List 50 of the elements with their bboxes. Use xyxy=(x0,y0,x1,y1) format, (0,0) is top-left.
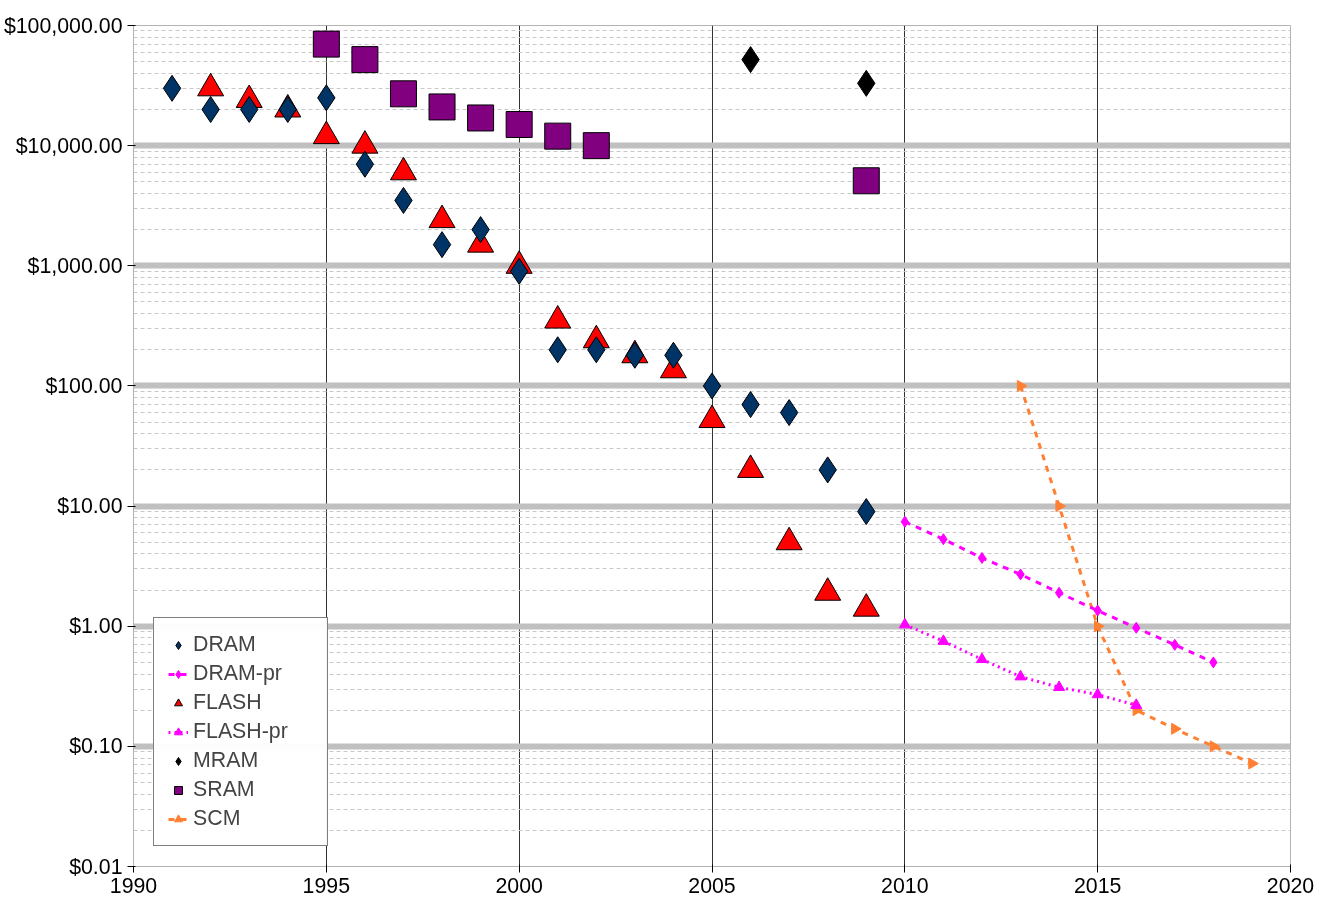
legend-label: SCM xyxy=(193,806,242,831)
point xyxy=(544,122,572,150)
point xyxy=(428,93,456,121)
x-tick-label: 2000 xyxy=(495,873,544,898)
point xyxy=(1248,757,1259,770)
point xyxy=(1209,740,1221,753)
legend-label: DRAM xyxy=(193,632,257,657)
point xyxy=(852,167,880,195)
point xyxy=(779,399,799,427)
point xyxy=(1091,687,1104,699)
point xyxy=(937,634,950,645)
x-tick-label: 2010 xyxy=(881,873,929,898)
point xyxy=(1055,500,1066,513)
point xyxy=(582,132,610,160)
x-tick-label: 2015 xyxy=(1073,873,1122,898)
point xyxy=(977,551,987,564)
legend-label: MRAM xyxy=(193,748,260,773)
x-tick-label: 2005 xyxy=(688,873,736,898)
point xyxy=(432,231,452,259)
legend-label: SRAM xyxy=(193,777,256,802)
x-tick-label: 1995 xyxy=(302,873,351,898)
point xyxy=(1014,669,1027,681)
point xyxy=(467,104,495,132)
point xyxy=(975,652,988,664)
point xyxy=(1130,698,1143,709)
y-tick-label: $0.10 xyxy=(69,734,123,759)
y-tick-label: $10.00 xyxy=(57,494,123,519)
point xyxy=(1054,586,1064,599)
point xyxy=(1053,680,1066,691)
point xyxy=(625,341,645,369)
legend-label: FLASH-pr xyxy=(193,719,289,744)
y-tick-label: $1.00 xyxy=(69,614,123,639)
y-tick-label: $100.00 xyxy=(45,373,123,398)
point xyxy=(312,30,340,58)
legend-label: FLASH xyxy=(193,690,263,715)
point xyxy=(1016,379,1028,392)
legend-label: DRAM-pr xyxy=(193,661,283,686)
y-tick-label: $100,000.00 xyxy=(3,13,123,38)
y-tick-label: $10,000.00 xyxy=(15,133,123,158)
point xyxy=(702,372,722,400)
point xyxy=(389,80,417,108)
point xyxy=(1093,620,1105,633)
point xyxy=(355,150,375,178)
point xyxy=(1171,722,1182,735)
point xyxy=(351,46,379,74)
x-tick-label: 2020 xyxy=(1266,873,1315,898)
point xyxy=(162,74,182,102)
y-tick-label: $1,000.00 xyxy=(27,253,123,278)
point xyxy=(898,617,911,629)
point xyxy=(505,110,533,138)
